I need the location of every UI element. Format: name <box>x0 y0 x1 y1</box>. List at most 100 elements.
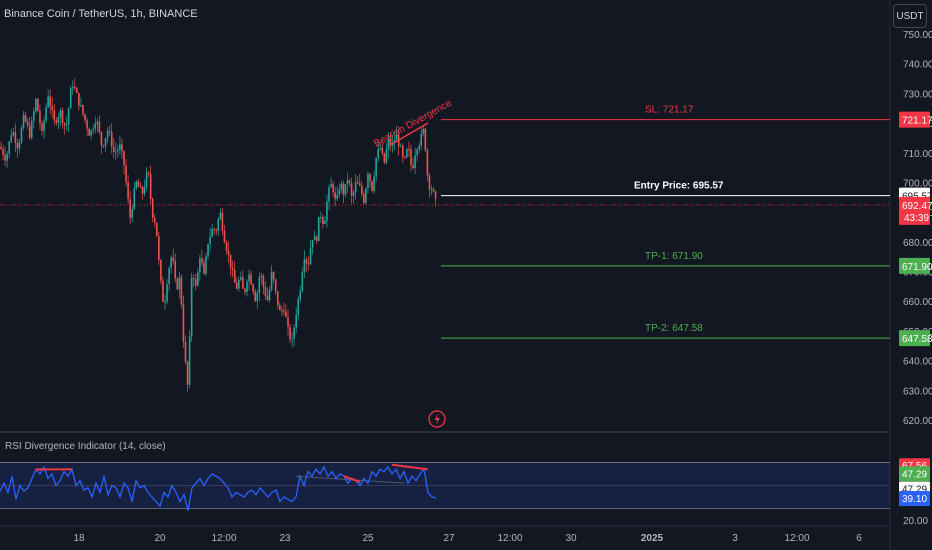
candle-body[interactable] <box>153 217 156 223</box>
candle-body[interactable] <box>184 341 187 362</box>
candle-body[interactable] <box>55 120 58 123</box>
candle-body[interactable] <box>199 258 201 273</box>
candle-body[interactable] <box>71 86 74 89</box>
candle-body[interactable] <box>287 316 289 327</box>
candle-body[interactable] <box>244 288 246 292</box>
candle-body[interactable] <box>332 183 334 193</box>
candle-body[interactable] <box>279 305 281 311</box>
candle-body[interactable] <box>190 277 193 337</box>
candle-body[interactable] <box>129 198 131 218</box>
candle-body[interactable] <box>283 310 285 312</box>
candle-body[interactable] <box>166 284 168 302</box>
candle-body[interactable] <box>246 281 248 292</box>
candle-body[interactable] <box>297 298 300 315</box>
candle-body[interactable] <box>33 111 35 122</box>
candle-body[interactable] <box>266 295 269 301</box>
candle-body[interactable] <box>176 278 179 290</box>
candle-body[interactable] <box>311 240 314 248</box>
candle-body[interactable] <box>106 130 109 139</box>
candle-body[interactable] <box>219 212 222 220</box>
candle-body[interactable] <box>69 88 72 109</box>
candle-body[interactable] <box>26 121 29 126</box>
candle-body[interactable] <box>149 173 152 199</box>
candle-body[interactable] <box>223 230 226 243</box>
candle-body[interactable] <box>123 151 125 166</box>
candle-body[interactable] <box>418 145 420 150</box>
candle-body[interactable] <box>299 290 302 299</box>
candle-body[interactable] <box>389 138 392 146</box>
candle-body[interactable] <box>45 106 47 121</box>
candle-body[interactable] <box>412 164 414 168</box>
currency-button[interactable]: USDT <box>893 4 927 28</box>
candle-body[interactable] <box>39 111 41 124</box>
candle-body[interactable] <box>428 175 431 190</box>
candle-body[interactable] <box>395 135 398 141</box>
candle-body[interactable] <box>96 121 99 124</box>
candle-body[interactable] <box>254 291 256 302</box>
candle-body[interactable] <box>399 145 402 147</box>
candle-body[interactable] <box>334 192 336 199</box>
candle-body[interactable] <box>98 121 101 133</box>
candle-body[interactable] <box>215 230 218 232</box>
candle-body[interactable] <box>203 262 205 274</box>
candle-body[interactable] <box>104 138 107 147</box>
candle-body[interactable] <box>37 98 39 112</box>
candle-body[interactable] <box>90 130 92 136</box>
candle-body[interactable] <box>80 105 82 107</box>
candle-body[interactable] <box>303 259 306 273</box>
candle-body[interactable] <box>76 88 78 93</box>
candle-body[interactable] <box>121 144 123 152</box>
candle-body[interactable] <box>260 276 263 278</box>
candle-body[interactable] <box>293 327 295 339</box>
candle-body[interactable] <box>172 257 174 261</box>
candle-body[interactable] <box>2 148 4 156</box>
candle-body[interactable] <box>108 130 111 132</box>
candle-body[interactable] <box>194 279 197 286</box>
candle-body[interactable] <box>231 268 234 271</box>
candle-body[interactable] <box>49 96 51 107</box>
candle-body[interactable] <box>0 146 2 149</box>
candle-body[interactable] <box>309 247 312 265</box>
candle-body[interactable] <box>131 209 133 218</box>
candle-body[interactable] <box>78 92 80 106</box>
candle-body[interactable] <box>416 149 418 156</box>
candle-body[interactable] <box>20 127 23 143</box>
candle-body[interactable] <box>338 189 341 195</box>
candle-body[interactable] <box>197 272 199 286</box>
candle-body[interactable] <box>14 132 17 143</box>
candle-body[interactable] <box>65 124 68 126</box>
candle-body[interactable] <box>110 131 113 148</box>
candle-body[interactable] <box>375 158 377 177</box>
candle-body[interactable] <box>82 105 84 115</box>
candle-body[interactable] <box>207 243 209 257</box>
candle-body[interactable] <box>317 216 320 241</box>
candle-body[interactable] <box>170 257 172 269</box>
candle-body[interactable] <box>385 149 388 163</box>
candle-body[interactable] <box>250 274 252 285</box>
candle-body[interactable] <box>74 86 76 89</box>
candle-body[interactable] <box>147 172 150 174</box>
candle-body[interactable] <box>10 135 13 142</box>
candle-body[interactable] <box>8 141 10 154</box>
candle-body[interactable] <box>313 236 316 241</box>
candle-body[interactable] <box>324 220 326 225</box>
candle-body[interactable] <box>151 198 154 218</box>
candle-body[interactable] <box>156 222 158 237</box>
candle-body[interactable] <box>336 194 338 199</box>
candle-body[interactable] <box>84 114 86 121</box>
candle-body[interactable] <box>274 279 277 292</box>
candle-body[interactable] <box>174 260 177 279</box>
candle-body[interactable] <box>402 145 404 157</box>
candle-body[interactable] <box>344 184 347 195</box>
candle-body[interactable] <box>217 219 220 231</box>
candle-body[interactable] <box>315 236 318 241</box>
candle-body[interactable] <box>143 186 146 194</box>
candle-body[interactable] <box>225 242 228 251</box>
candle-body[interactable] <box>133 188 136 210</box>
candle-body[interactable] <box>426 150 429 176</box>
candle-body[interactable] <box>354 181 357 193</box>
candle-body[interactable] <box>61 110 64 124</box>
candle-body[interactable] <box>276 291 279 306</box>
candle-body[interactable] <box>47 96 49 107</box>
candle-body[interactable] <box>373 176 375 191</box>
